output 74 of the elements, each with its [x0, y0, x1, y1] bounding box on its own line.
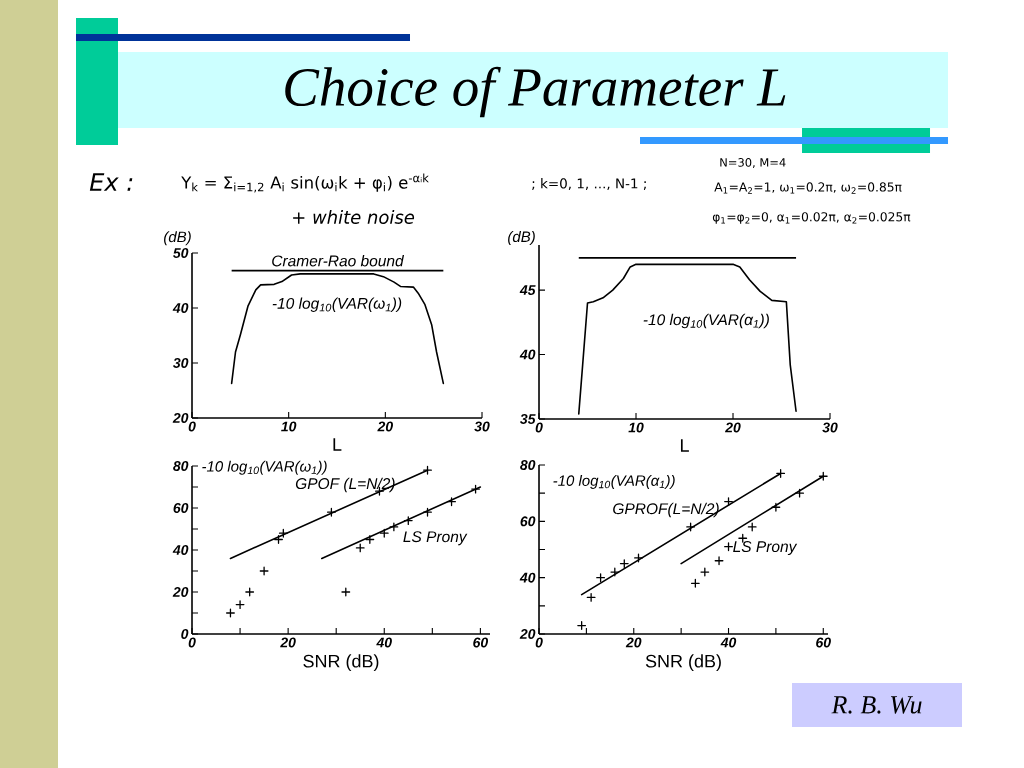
text: A$_{1}$=A$_{2}$=1, ω$_{1}$=0.2π, ω$_{2}$=0.85π	[714, 182, 902, 194]
point	[700, 567, 710, 577]
series-label: GPOF (L=N/2)	[295, 477, 395, 493]
y-tick-label: 40	[172, 545, 189, 555]
point	[341, 587, 351, 597]
y-tick-label: 20	[519, 629, 536, 639]
ref-line-label: Cramer-Rao bound	[272, 255, 405, 267]
point	[235, 600, 245, 610]
point	[226, 608, 235, 618]
y-tick-label: 50	[173, 248, 189, 258]
y-axis-title: -10 log$_{10}$(VAR(ω$_{1}$))	[202, 460, 327, 475]
y-tick-label: 60	[173, 503, 189, 513]
line-series	[577, 263, 797, 415]
text: Y$_{k}$ = Σ$_{i=1,2}$ A$_{i}$ sin(ω$_{i}$k + φ$_{i}$) e$^{-αᵢk}$	[181, 173, 429, 193]
y-tick-label: 30	[173, 358, 189, 368]
y-axis-title: (dB)	[508, 231, 535, 246]
text: φ$_{1}$=φ$_{2}$=0, α$_{1}$=0.02π, α$_{2}$=0.025π	[712, 212, 911, 224]
point	[686, 522, 696, 532]
y-tick-label: 20	[172, 413, 189, 423]
x-tick-label: 20	[725, 422, 741, 433]
x-tick-label: 20	[377, 421, 393, 432]
x-tick-label: 60	[816, 637, 831, 648]
x-tick-label: 30	[474, 421, 490, 432]
point	[245, 587, 255, 597]
y-tick-label: 80	[520, 460, 536, 470]
point	[634, 553, 643, 563]
x-tick-label: 20	[625, 637, 642, 648]
x-tick-label: 0	[188, 637, 196, 648]
x-axis-title: L	[333, 438, 342, 451]
point	[259, 566, 269, 576]
point	[771, 502, 781, 512]
x-tick-label: 60	[473, 637, 489, 648]
point	[355, 543, 365, 553]
text: Ex :	[89, 173, 133, 191]
series-label: GPROF(L=N/2)	[613, 502, 719, 518]
point	[747, 522, 757, 532]
y-tick-label: 40	[519, 349, 536, 360]
y-tick-label: 20	[172, 587, 189, 597]
series-label: -10 log$_{10}$(VAR(ω$_{1}$))	[272, 297, 402, 312]
point	[389, 522, 399, 532]
x-tick-label: 30	[822, 422, 838, 433]
x-axis-title: SNR (dB)	[645, 654, 721, 672]
x-axis-title: L	[680, 439, 689, 452]
point	[586, 592, 596, 602]
text: + white noise	[293, 210, 415, 224]
text: ; k=0, 1, ..., N-1 ;	[532, 178, 646, 190]
y-tick-label: 45	[519, 285, 536, 295]
y-tick-label: 0	[181, 629, 189, 639]
series-label: LS Prony	[733, 541, 798, 556]
point	[471, 484, 481, 494]
x-tick-label: 40	[720, 637, 737, 648]
series-label: -10 log$_{10}$(VAR(α$_{1}$))	[643, 313, 769, 329]
y-tick-label: 40	[519, 572, 536, 583]
y-tick-label: 40	[172, 303, 189, 313]
text: Choice of Parameter L	[285, 66, 786, 118]
series-label: LS Prony	[403, 531, 468, 546]
point	[610, 567, 620, 577]
x-tick-label: 10	[628, 422, 644, 433]
y-tick-label: 60	[520, 516, 536, 527]
y-axis-title: (dB)	[164, 231, 191, 246]
x-tick-label: 0	[188, 421, 196, 432]
y-axis-title: -10 log$_{10}$(VAR(α$_{1}$))	[553, 474, 675, 489]
text: N=30, M=4	[720, 158, 786, 168]
x-tick-label: 10	[281, 421, 297, 432]
x-tick-label: 20	[280, 637, 296, 648]
x-axis-title: SNR (dB)	[303, 654, 379, 672]
y-tick-label: 80	[173, 461, 189, 471]
y-tick-label: 35	[520, 414, 536, 424]
point	[714, 556, 724, 566]
x-tick-label: 0	[535, 637, 543, 648]
x-tick-label: 40	[376, 637, 392, 648]
line-series	[230, 273, 445, 385]
x-tick-label: 0	[535, 422, 543, 433]
text: R. B. Wu	[831, 696, 922, 714]
